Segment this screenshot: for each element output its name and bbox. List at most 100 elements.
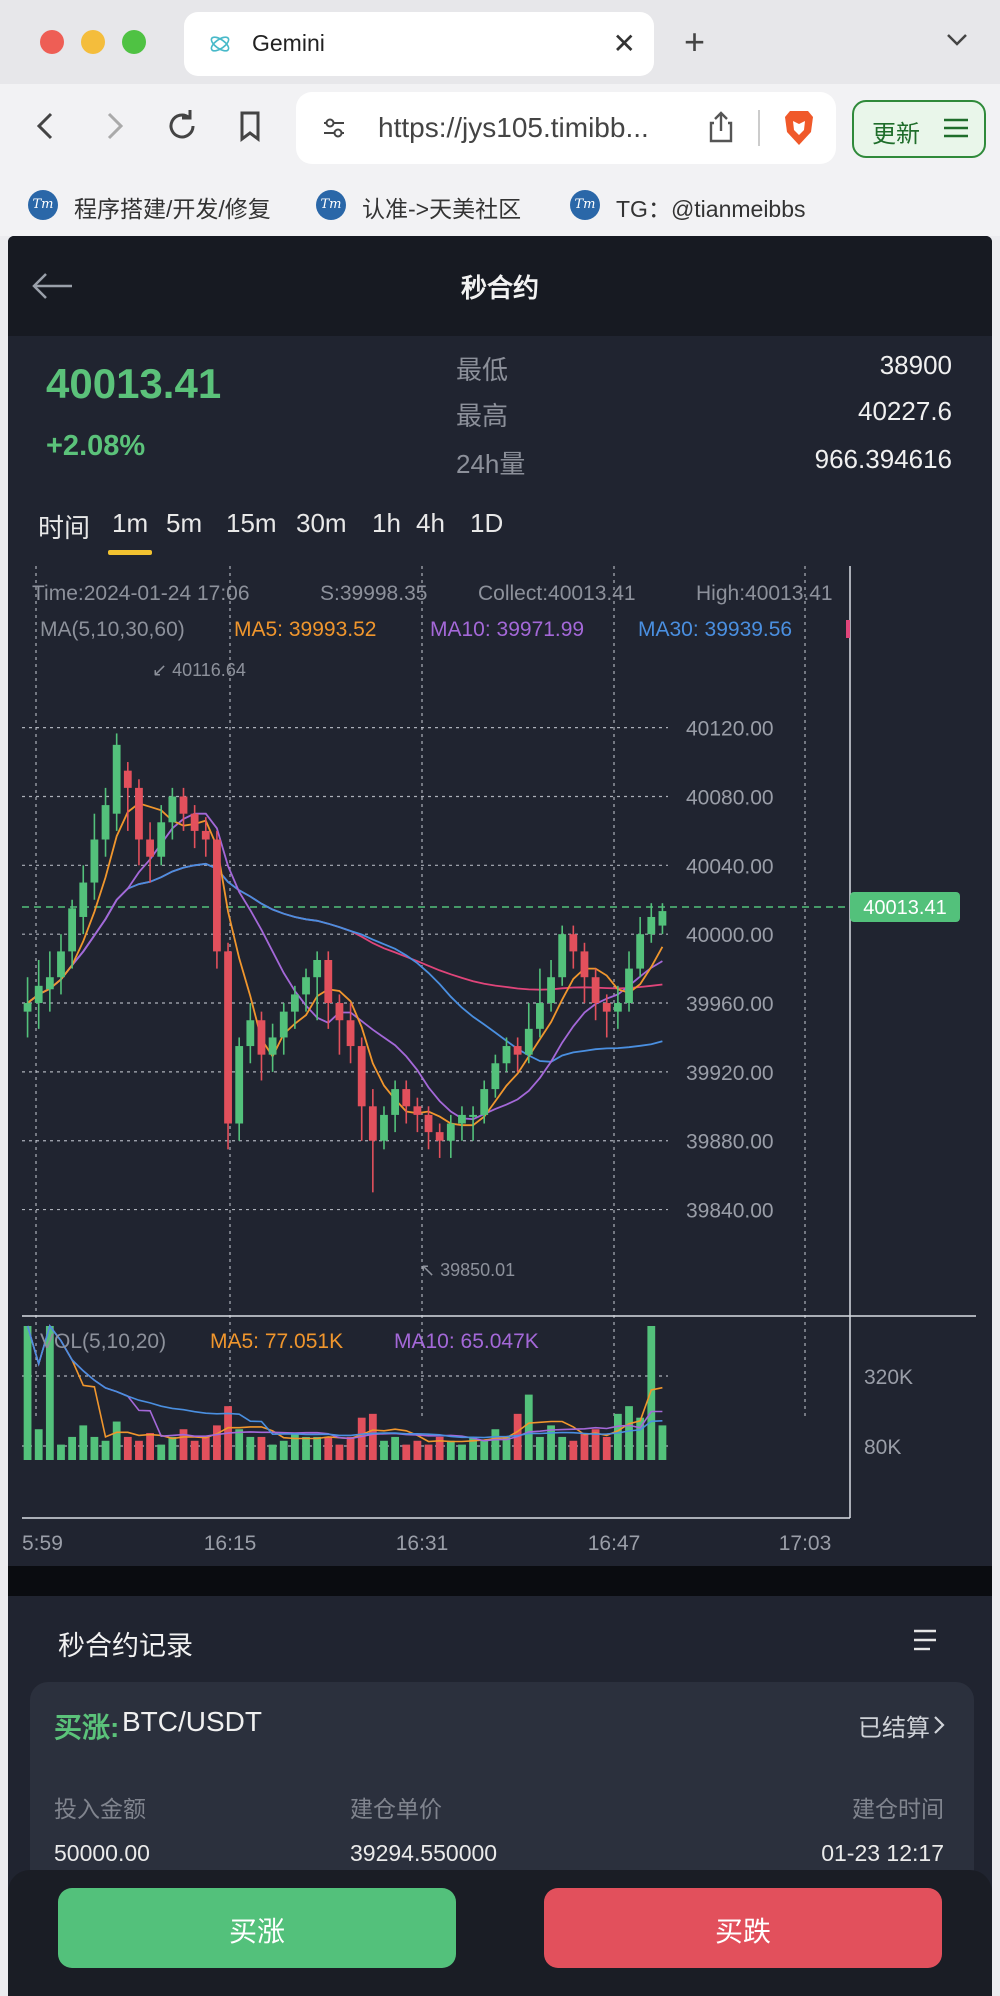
candle-body xyxy=(302,977,310,995)
chevron-right-icon xyxy=(934,1716,945,1734)
candle-body xyxy=(480,1089,489,1115)
tab-close-icon[interactable]: ✕ xyxy=(612,28,636,59)
ma60-line xyxy=(27,862,663,1004)
ma5-legend: MA5: 39993.52 xyxy=(234,618,376,641)
volume-ma10-line xyxy=(26,1324,663,1442)
bookmarks-bar: Tm 程序搭建/开发/修复 Tm 认准->天美社区 Tm TG：@tianmei… xyxy=(0,176,1000,236)
page-title: 秒合约 xyxy=(460,273,539,303)
volume-bar xyxy=(112,1421,121,1460)
bookmark-label: 程序搭建/开发/修复 xyxy=(74,196,271,222)
brave-shield-icon[interactable] xyxy=(782,108,816,148)
record-status[interactable]: 已结算 xyxy=(858,1715,930,1742)
candle-body xyxy=(357,1046,366,1107)
browser-tab[interactable]: Gemini ✕ xyxy=(184,12,654,76)
timeframe-tab-time[interactable]: 时间 xyxy=(38,513,91,543)
update-button[interactable]: 更新 xyxy=(852,100,986,158)
volume-bar xyxy=(424,1444,433,1460)
volume-bar xyxy=(391,1436,400,1460)
window-zoom-button[interactable] xyxy=(122,30,146,54)
gemini-favicon-icon xyxy=(210,36,230,52)
candle-body xyxy=(413,1106,422,1115)
volume-bar xyxy=(290,1433,299,1460)
volume-bar xyxy=(458,1444,466,1460)
kline-chart[interactable]: 40120.00 40080.00 40040.00 40000.00 39960.00… xyxy=(8,236,992,1566)
time-tick-label: 16:31 xyxy=(396,1532,449,1555)
candle-body xyxy=(201,830,210,840)
section-divider xyxy=(8,1566,992,1596)
ma30-legend: MA30: 39939.56 xyxy=(638,618,792,641)
price-tick-label: 40040.00 xyxy=(686,855,774,878)
volume-bar xyxy=(446,1440,455,1460)
candle-body xyxy=(536,1003,544,1029)
buy-up-button[interactable]: 买涨 xyxy=(58,1888,456,1968)
new-tab-icon[interactable]: + xyxy=(684,21,706,62)
records-title: 秒合约记录 xyxy=(58,1631,193,1661)
volume-bar xyxy=(647,1326,656,1460)
bookmark-icon[interactable] xyxy=(230,106,270,146)
browser-toolbar: https://jys105.timibb... 更新 xyxy=(0,84,1000,176)
tab-list-chevron-icon[interactable] xyxy=(944,26,970,52)
volume-bar xyxy=(90,1436,99,1460)
candle-body xyxy=(224,951,232,1124)
tm-logo-icon: Tm xyxy=(570,190,600,220)
url-text[interactable]: https://jys105.timibb... xyxy=(378,112,649,143)
forward-icon[interactable] xyxy=(94,106,134,146)
timeframe-tab-30m[interactable]: 30m xyxy=(296,508,347,538)
buy-down-button[interactable]: 买跌 xyxy=(544,1888,942,1968)
back-icon[interactable] xyxy=(26,106,66,146)
timeframe-tab-15m[interactable]: 15m xyxy=(226,508,277,538)
candle-body xyxy=(502,1046,511,1064)
ma10-line xyxy=(27,812,663,1121)
candle-body xyxy=(591,977,600,1004)
timeframe-tab-5m[interactable]: 5m xyxy=(166,508,203,538)
volume-bar xyxy=(569,1440,578,1460)
reload-icon[interactable] xyxy=(162,106,202,146)
records-list-icon[interactable] xyxy=(912,1628,938,1652)
record-price-value: 39294.550000 xyxy=(350,1840,498,1866)
candle-body xyxy=(101,805,110,840)
candle-body xyxy=(68,908,77,952)
volume-bar xyxy=(636,1417,645,1460)
volume-bar xyxy=(34,1429,43,1460)
volume-bar xyxy=(313,1436,322,1460)
ma30-line xyxy=(27,862,663,1063)
price-change: +2.08% xyxy=(46,430,146,462)
site-settings-icon[interactable] xyxy=(320,114,348,142)
stat-volume-label: 24h量 xyxy=(456,449,526,479)
candle-body xyxy=(658,911,667,926)
address-bar[interactable]: https://jys105.timibb... xyxy=(296,92,836,164)
price-tick-label: 40000.00 xyxy=(686,924,774,947)
candle-body xyxy=(157,822,166,857)
ma60-legend-marker xyxy=(846,620,850,638)
volume-bar xyxy=(491,1429,500,1460)
back-arrow-icon[interactable] xyxy=(28,266,76,306)
timeframe-tab-1h[interactable]: 1h xyxy=(372,508,401,538)
volume-bar xyxy=(57,1444,65,1460)
candle-body xyxy=(380,1114,388,1141)
candle-body xyxy=(213,839,221,952)
candle-body xyxy=(57,951,65,978)
candle-body xyxy=(112,744,121,814)
timeframe-tab-1d[interactable]: 1D xyxy=(470,508,504,538)
candle-body xyxy=(45,977,54,990)
window-minimize-button[interactable] xyxy=(81,30,105,54)
candle-body xyxy=(469,1114,477,1117)
info-time: Time:2024-01-24 17:06 xyxy=(32,582,250,605)
info-high: High:40013.41 xyxy=(696,582,833,605)
volume-bar xyxy=(157,1444,166,1460)
price-tick-label: 39960.00 xyxy=(686,993,774,1016)
timeframe-tab-4h[interactable]: 4h xyxy=(416,508,445,538)
volume-bar xyxy=(257,1436,266,1460)
time-tick-label: 5:59 xyxy=(22,1532,63,1555)
share-icon[interactable] xyxy=(706,110,736,144)
window-close-button[interactable] xyxy=(40,30,64,54)
records-header xyxy=(8,1596,992,1676)
volume-bar xyxy=(357,1417,366,1460)
active-timeframe-indicator xyxy=(108,550,152,555)
ma10-legend: MA10: 39971.99 xyxy=(430,618,584,641)
volume-bar xyxy=(324,1436,333,1460)
timeframe-tab-1m[interactable]: 1m xyxy=(112,508,149,538)
vol-legend-label: VOL(5,10,20) xyxy=(40,1330,166,1353)
volume-bar xyxy=(435,1436,444,1460)
candle-body xyxy=(313,960,322,978)
